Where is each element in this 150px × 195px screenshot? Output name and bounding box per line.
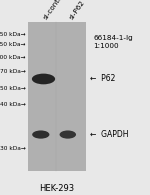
- Text: PTGLAB.CO: PTGLAB.CO: [28, 92, 63, 119]
- Text: si-P62: si-P62: [69, 0, 86, 20]
- Ellipse shape: [60, 130, 76, 139]
- Text: 40 kDa→: 40 kDa→: [0, 102, 26, 107]
- Ellipse shape: [32, 74, 55, 84]
- Text: HEK-293: HEK-293: [39, 184, 75, 193]
- Text: ←  GAPDH: ← GAPDH: [90, 130, 129, 139]
- Text: ←  P62: ← P62: [90, 74, 115, 83]
- Text: 150 kDa→: 150 kDa→: [0, 42, 26, 47]
- Text: 66184-1-Ig
1:1000: 66184-1-Ig 1:1000: [93, 35, 133, 49]
- Text: 250 kDa→: 250 kDa→: [0, 32, 26, 37]
- Text: si-control: si-control: [42, 0, 66, 20]
- Text: 30 kDa→: 30 kDa→: [0, 146, 26, 151]
- Text: 100 kDa→: 100 kDa→: [0, 55, 26, 60]
- Ellipse shape: [32, 130, 50, 139]
- Bar: [28, 22, 86, 171]
- Text: 50 kDa→: 50 kDa→: [0, 86, 26, 91]
- Text: 70 kDa→: 70 kDa→: [0, 69, 26, 74]
